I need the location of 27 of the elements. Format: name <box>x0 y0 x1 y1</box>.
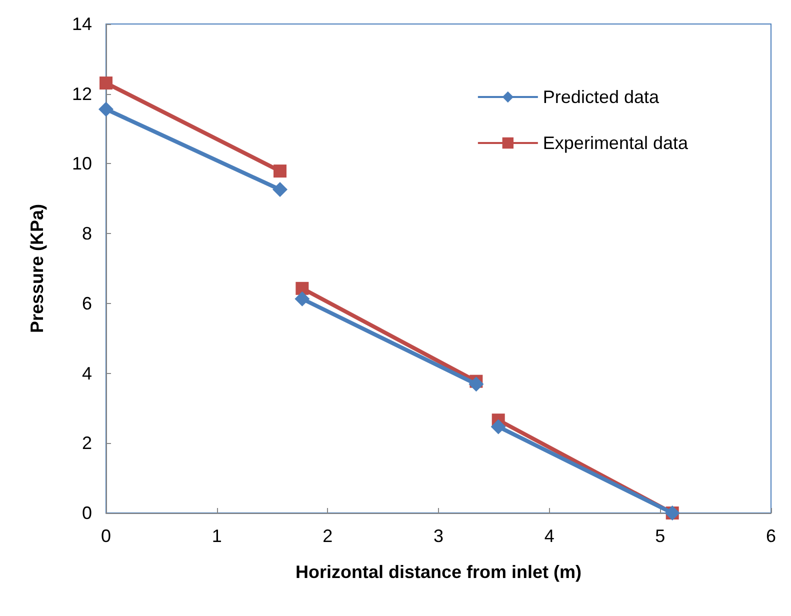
y-tick-label: 14 <box>72 14 92 34</box>
y-axis-title: Pressure (KPa) <box>27 204 47 334</box>
x-axis-title: Horizontal distance from inlet (m) <box>295 562 582 582</box>
x-tick-label: 1 <box>212 526 222 546</box>
point <box>294 291 310 306</box>
x-tick-label: 4 <box>544 526 554 546</box>
point <box>100 76 112 90</box>
legend-label: Experimental data <box>542 133 689 153</box>
x-tick-label: 5 <box>655 526 666 546</box>
y-tick-label: 12 <box>72 84 92 104</box>
y-tick-label: 0 <box>82 503 92 523</box>
point <box>296 282 309 295</box>
point <box>274 164 287 178</box>
x-tick-label: 0 <box>100 526 112 546</box>
point <box>98 102 114 117</box>
y-tick-label: 6 <box>82 293 92 314</box>
y-tick-label: 4 <box>82 363 92 384</box>
x-tick-label: 2 <box>322 526 333 546</box>
legend-label: Predicted data <box>542 87 660 107</box>
y-tick-label: 2 <box>82 433 92 454</box>
point <box>490 419 506 434</box>
point <box>272 182 288 198</box>
x-tick-label: 6 <box>766 526 776 546</box>
y-tick-label: 8 <box>82 224 92 244</box>
y-tick-label: 10 <box>72 154 92 174</box>
point <box>468 376 484 392</box>
x-tick-label: 3 <box>433 526 444 546</box>
